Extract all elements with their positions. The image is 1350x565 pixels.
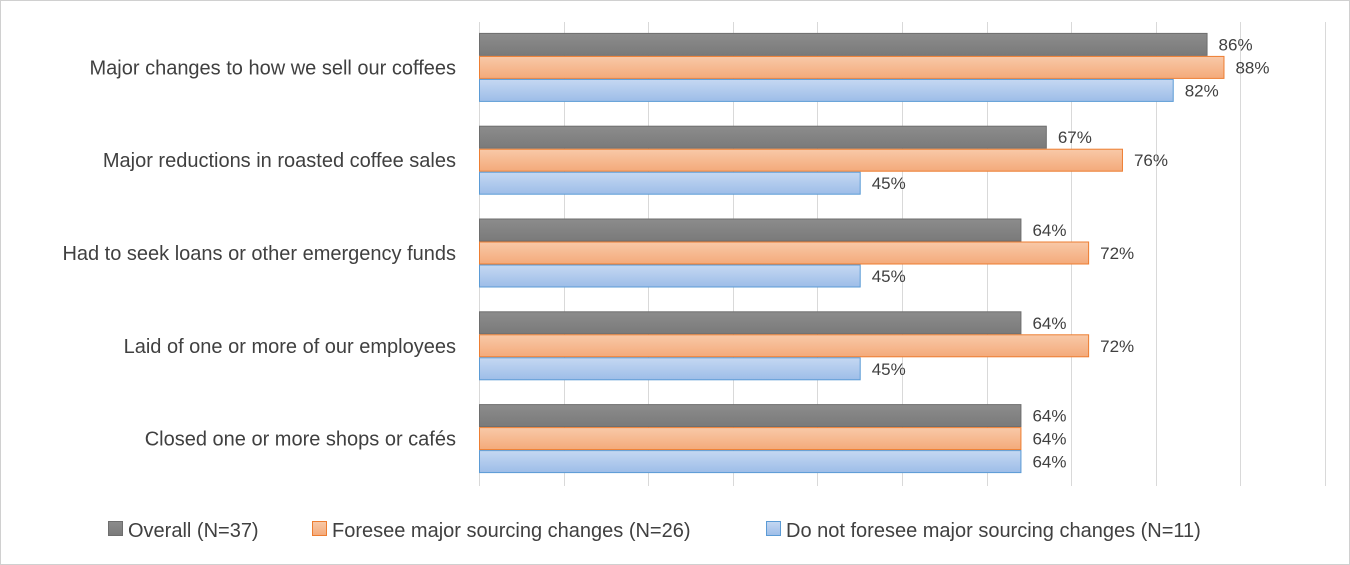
bar	[479, 264, 861, 288]
data-label: 45%	[872, 267, 906, 286]
data-label: 64%	[1032, 314, 1066, 333]
bar	[479, 32, 1208, 56]
bar	[479, 218, 1022, 242]
bars	[479, 32, 1225, 474]
category-labels: Major changes to how we sell our coffees…	[62, 57, 456, 450]
category-label: Major reductions in roasted coffee sales	[103, 150, 456, 172]
data-label: 64%	[1032, 453, 1066, 472]
category-label: Closed one or more shops or cafés	[145, 429, 456, 451]
category-label: Had to seek loans or other emergency fun…	[62, 243, 456, 265]
data-label: 86%	[1219, 35, 1253, 54]
category-label: Major changes to how we sell our coffees	[90, 57, 457, 79]
bar	[479, 334, 1090, 358]
bar	[479, 450, 1022, 474]
data-label: 72%	[1100, 244, 1134, 263]
data-label: 76%	[1134, 151, 1168, 170]
bar	[479, 171, 861, 195]
legend-swatch	[108, 521, 123, 536]
data-label: 45%	[872, 360, 906, 379]
bar	[479, 311, 1022, 335]
bar	[479, 78, 1174, 102]
bar	[479, 148, 1123, 172]
data-label: 67%	[1058, 128, 1092, 147]
data-label: 64%	[1032, 407, 1066, 426]
data-label: 64%	[1032, 221, 1066, 240]
legend-label: Do not foresee major sourcing changes (N…	[786, 520, 1201, 542]
data-label: 82%	[1185, 81, 1219, 100]
bar	[479, 404, 1022, 428]
data-labels: 86% 88% 82% 67% 76% 45% 64% 72% 45% 64% 72% 45% 64% 6…	[872, 35, 1270, 471]
data-label: 45%	[872, 174, 906, 193]
bar	[479, 357, 861, 381]
category-label: Laid of one or more of our employees	[124, 336, 456, 358]
bar	[479, 125, 1047, 149]
legend-swatch	[312, 521, 327, 536]
bar	[479, 241, 1090, 265]
bar	[479, 427, 1022, 451]
legend: Overall (N=37) Foresee major sourcing cha…	[108, 520, 1201, 542]
bar	[479, 55, 1225, 79]
legend-label: Foresee major sourcing changes (N=26)	[332, 520, 691, 542]
data-label: 64%	[1032, 430, 1066, 449]
data-label: 88%	[1235, 58, 1269, 77]
legend-swatch	[766, 521, 781, 536]
data-label: 72%	[1100, 337, 1134, 356]
legend-label: Overall (N=37)	[128, 520, 259, 542]
